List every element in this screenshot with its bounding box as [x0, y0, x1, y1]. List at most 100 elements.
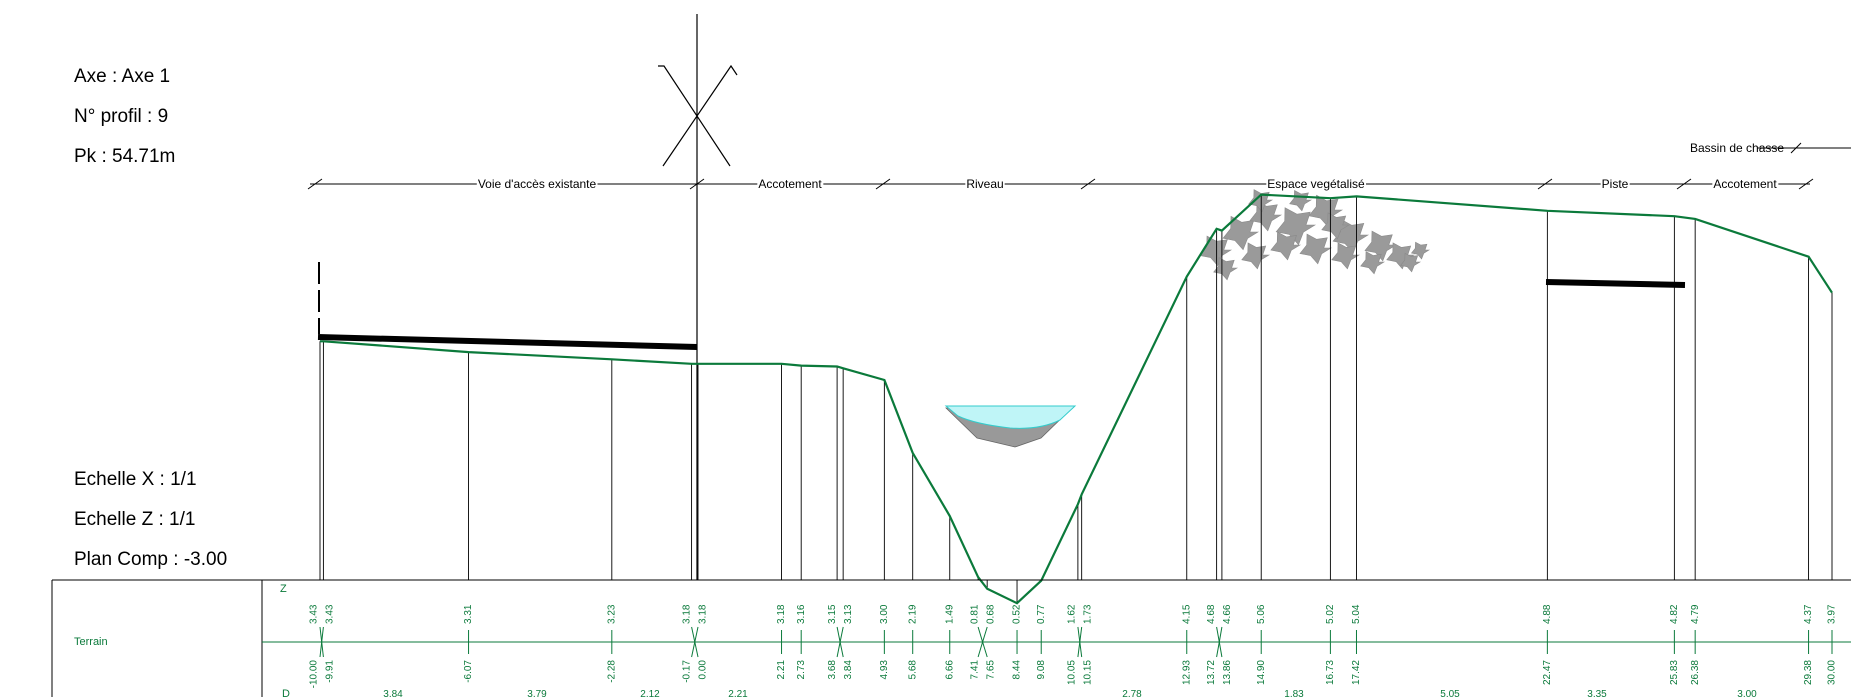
z-value: 3.97 — [1827, 604, 1838, 624]
zone-tick — [307, 178, 323, 190]
d-value: 26.38 — [1690, 660, 1701, 685]
z-value: 2.19 — [907, 604, 918, 624]
zone-label-bg — [1266, 177, 1367, 191]
table-ticks — [319, 626, 1833, 658]
table-values: 3.43 -10.00 3.43 -9.91 3.31 -6.07 3.23 -2.28 3.1… — [308, 604, 1837, 697]
d-value: 29.38 — [1803, 660, 1814, 685]
d-value: 3.84 — [843, 660, 854, 680]
axe-label: Axe : Axe 1 — [74, 66, 171, 87]
profil-number: N° profil : 9 — [74, 106, 169, 127]
echelle-z: Echelle Z : 1/1 — [74, 509, 196, 530]
plan-comp: Plan Comp : -3.00 — [74, 549, 228, 570]
vegetation-blob — [1299, 233, 1333, 265]
vegetation-blob — [1410, 241, 1431, 260]
vegetation-blob — [1364, 230, 1398, 262]
z-value: 3.43 — [324, 604, 335, 624]
z-value: 3.15 — [827, 604, 838, 624]
d-value: -9.91 — [324, 660, 335, 683]
partial-distance: 3.00 — [1737, 689, 1757, 697]
station-lines — [319, 194, 1833, 604]
zone-label-bg — [1712, 177, 1779, 191]
vegetation-blob — [1222, 215, 1260, 251]
z-value: 3.31 — [463, 604, 474, 624]
d-value: 9.08 — [1036, 660, 1047, 680]
z-value: 0.77 — [1036, 604, 1047, 624]
partial-distance: 1.83 — [1284, 689, 1304, 697]
d-value: -2.28 — [606, 660, 617, 683]
d-value: 30.00 — [1827, 660, 1838, 685]
z-value: 3.00 — [879, 604, 890, 624]
z-value: 1.73 — [1082, 604, 1093, 624]
table-tick — [1218, 626, 1223, 658]
z-value: 4.66 — [1222, 604, 1233, 624]
d-value: -0.17 — [681, 660, 692, 683]
zone-ticks — [307, 178, 1814, 190]
z-header: Z — [280, 583, 287, 595]
d-header: D — [282, 688, 290, 697]
vegetation-blob — [1213, 257, 1239, 281]
water-surface — [944, 405, 1077, 429]
zone-tick — [1537, 178, 1553, 190]
table-tick — [321, 626, 324, 658]
d-value: 10.15 — [1082, 660, 1093, 685]
d-value: 8.44 — [1012, 660, 1023, 680]
partial-distance: 2.21 — [728, 689, 748, 697]
z-value: 4.37 — [1803, 604, 1814, 624]
d-value: 6.66 — [944, 660, 955, 680]
d-value: 25.83 — [1669, 660, 1680, 685]
vegetation-blob — [1275, 207, 1317, 246]
z-value: 4.15 — [1181, 604, 1192, 624]
vegetation-blob — [1400, 252, 1422, 273]
d-value: 0.00 — [697, 660, 708, 680]
z-value: 4.68 — [1206, 604, 1217, 624]
z-value: 5.06 — [1256, 604, 1267, 624]
zone-label-bg — [965, 177, 1005, 191]
d-value: 5.68 — [907, 660, 918, 680]
zone-label-bg — [757, 177, 824, 191]
z-value: 3.18 — [776, 604, 787, 624]
table-tick — [982, 626, 988, 658]
z-value: 0.81 — [969, 604, 980, 624]
axis-cross-icon — [658, 14, 738, 580]
partial-distance: 2.78 — [1122, 689, 1142, 697]
vegetation-icon — [1199, 189, 1431, 281]
road-surface-existing — [317, 334, 698, 350]
d-value: 7.65 — [985, 660, 996, 680]
zone-tick — [875, 178, 891, 190]
d-value: 4.93 — [879, 660, 890, 680]
zone-label-bg — [476, 177, 598, 191]
bassin-tick — [1790, 142, 1802, 154]
zone-label: Piste — [1602, 177, 1629, 191]
z-value: 5.02 — [1325, 604, 1336, 624]
zone-label: Espace vegétalisé — [1267, 177, 1365, 191]
vegetation-blob — [1249, 200, 1283, 232]
piste-surface — [1545, 279, 1686, 288]
d-value: 14.90 — [1256, 660, 1267, 685]
vegetation-blob — [1360, 251, 1386, 275]
zone-labels: Voie d'accès existante Accotement Riveau Es… — [476, 177, 1779, 191]
zone-label: Riveau — [966, 177, 1003, 191]
d-value: -10.00 — [308, 660, 319, 689]
z-value: 3.23 — [606, 604, 617, 624]
vegetation-blob — [1289, 190, 1313, 212]
partial-distance: 3.79 — [527, 689, 547, 697]
zone-label: Accotement — [758, 177, 822, 191]
d-value: 22.47 — [1542, 660, 1553, 685]
vegetation-blob — [1321, 212, 1351, 240]
zone-label: Voie d'accès existante — [478, 177, 597, 191]
table-tick — [839, 626, 844, 658]
d-value: 2.21 — [776, 660, 787, 680]
z-value: 1.49 — [944, 604, 955, 624]
d-value: 3.68 — [827, 660, 838, 680]
bassin-label: Bassin de chasse — [1690, 141, 1784, 155]
partial-distance: 3.35 — [1587, 689, 1607, 697]
terrain-line — [320, 193, 1833, 605]
d-value: -6.07 — [463, 660, 474, 683]
partial-distance: 3.84 — [383, 689, 403, 697]
z-value: 4.79 — [1690, 604, 1701, 624]
z-value: 3.18 — [681, 604, 692, 624]
table-tick — [694, 626, 699, 658]
vegetation-blob — [1241, 242, 1271, 270]
z-value: 0.68 — [985, 604, 996, 624]
